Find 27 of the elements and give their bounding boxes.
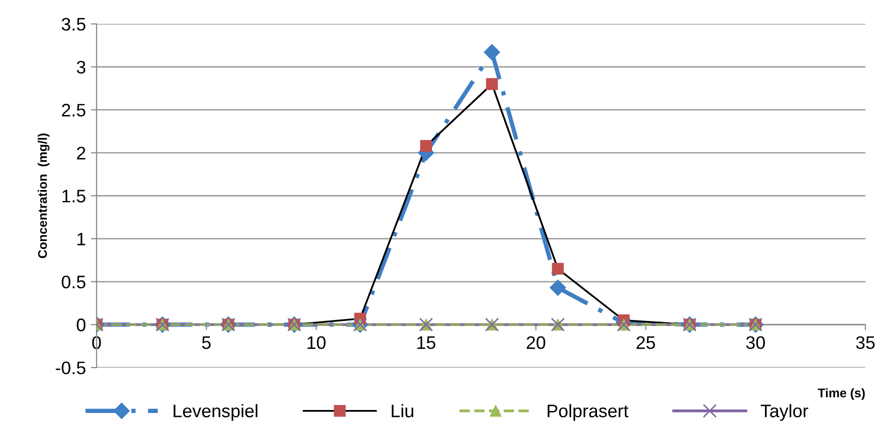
x-tick-label: 25 [636,336,656,349]
x-tick-label: 20 [526,336,546,349]
x-tick-label: 30 [746,336,765,349]
y-tick-label: -0.5 [56,362,86,374]
legend-label: Polprasert [548,404,628,421]
y-tick-label: 2 [77,146,86,160]
y-tick-label: 3.5 [62,18,86,31]
y-tick-label: 0.5 [62,276,86,288]
legend-label: Taylor [760,404,808,421]
point [484,44,500,60]
legend-label: Levenspiel [174,404,258,421]
point [486,78,498,90]
legend-label: Liu [392,404,414,418]
x-tick-label: 15 [417,336,436,349]
x-axis-title: Time (s) [818,388,865,400]
y-axis-title: Concentration (mg/l) [38,134,50,258]
x-tick-label: 35 [856,336,875,349]
y-tick-label: 1.5 [62,190,86,202]
point [552,262,564,275]
point [550,279,566,296]
y-tick-label: 3 [76,60,86,74]
x-tick-label: 10 [308,336,326,349]
y-tick-label: 1 [77,232,86,246]
point [420,140,432,152]
y-tick-label: 2.5 [62,104,86,117]
y-tick-label: 0 [76,318,86,332]
x-tick-label: 5 [202,336,211,349]
